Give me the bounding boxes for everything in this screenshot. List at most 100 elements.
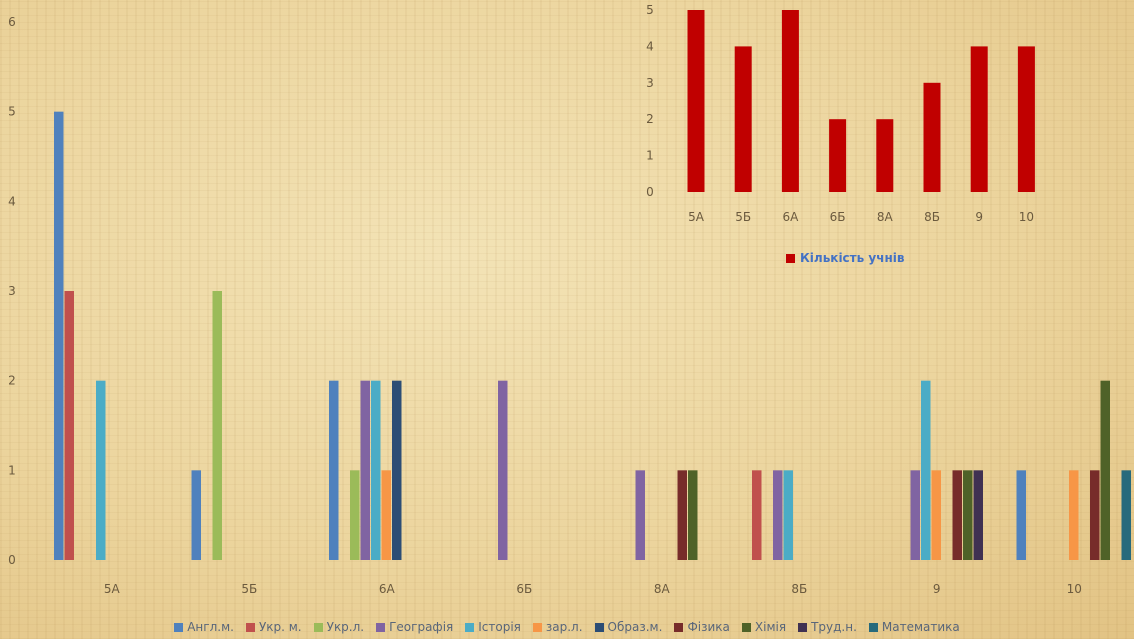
legend-item: Математика	[868, 620, 960, 634]
legend-item: Історія	[465, 620, 521, 634]
inset-chart-legend: Кількість учнів	[786, 251, 904, 265]
main-bar	[931, 470, 941, 560]
legend-label: Образ.м.	[607, 620, 663, 634]
main-bar	[392, 380, 402, 560]
main-category-label: 6Б	[516, 582, 532, 596]
legend-swatch	[674, 622, 684, 632]
legend-label: Укр. м.	[258, 620, 302, 634]
inset-y-tick-label: 4	[646, 39, 654, 53]
main-category-label: 8А	[654, 582, 671, 596]
main-category-label: 5Б	[241, 582, 257, 596]
legend-swatch	[741, 622, 751, 632]
main-category-label: 8Б	[791, 582, 807, 596]
inset-y-tick-label: 2	[646, 112, 654, 126]
main-category-label: 6А	[379, 582, 396, 596]
inset-category-label: 6Б	[830, 210, 846, 224]
legend-item: Укр. м.	[245, 620, 302, 634]
inset-bar	[781, 10, 799, 192]
main-bar	[498, 380, 508, 560]
legend-label: Математика	[881, 620, 960, 634]
inset-bar	[734, 46, 752, 193]
main-category-label: 9	[933, 582, 941, 596]
legend-label: Фізика	[687, 620, 730, 634]
inset-category-label: 5Б	[735, 210, 751, 224]
main-y-tick-label: 2	[8, 374, 16, 388]
legend-item: Хімія	[741, 620, 786, 634]
legend-label: Англ.м.	[187, 620, 234, 634]
legend-item: Труд.н.	[798, 620, 857, 634]
legend-swatch	[245, 622, 255, 632]
main-bar	[360, 380, 370, 560]
inset-category-label: 8А	[877, 210, 894, 224]
main-bar	[952, 470, 962, 560]
legend-item: зар.л.	[532, 620, 583, 634]
main-bar	[350, 470, 360, 560]
main-bar	[1090, 470, 1100, 560]
inset-bar	[970, 46, 988, 193]
main-bar	[212, 291, 222, 560]
main-bar	[688, 470, 698, 560]
legend-item: Укр.л.	[313, 620, 365, 634]
main-bar	[1016, 470, 1026, 560]
legend-swatch	[868, 622, 878, 632]
legend-label: зар.л.	[545, 620, 583, 634]
main-bar	[752, 470, 762, 560]
inset-y-tick-label: 1	[646, 149, 654, 163]
inset-category-label: 6А	[782, 210, 799, 224]
main-bar	[963, 470, 973, 560]
inset-bar	[923, 82, 941, 192]
legend-label: Історія	[478, 620, 521, 634]
inset-bar	[829, 119, 847, 192]
legend-swatch	[532, 622, 542, 632]
main-y-tick-label: 5	[8, 105, 16, 119]
legend-swatch	[313, 622, 323, 632]
inset-category-label: 5А	[688, 210, 705, 224]
main-chart-legend: Англ.м. Укр. м. Укр.л. Географія Історія зар.…	[0, 616, 1134, 638]
main-bar	[96, 380, 106, 560]
inset-bar	[876, 119, 894, 192]
legend-swatch-kilkist-uchniv	[786, 253, 795, 263]
main-bar	[371, 380, 381, 560]
inset-y-tick-label: 5	[646, 3, 654, 17]
inset-category-label: 10	[1019, 210, 1034, 224]
main-y-tick-label: 3	[8, 284, 16, 298]
main-bar	[64, 291, 74, 560]
main-bar	[635, 470, 645, 560]
main-bar	[54, 111, 64, 561]
main-bar	[773, 470, 783, 560]
inset-category-label: 8Б	[924, 210, 940, 224]
legend-swatch	[376, 622, 386, 632]
main-y-tick-label: 6	[8, 15, 16, 29]
main-bar	[1100, 380, 1110, 560]
main-bar	[381, 470, 391, 560]
main-bar	[677, 470, 687, 560]
main-bar	[1121, 470, 1131, 560]
inset-bar	[687, 10, 705, 192]
legend-item: Англ.м.	[174, 620, 234, 634]
legend-swatch	[594, 622, 604, 632]
inset-y-tick-label: 0	[646, 185, 654, 199]
main-category-label: 10	[1067, 582, 1082, 596]
legend-label: Географія	[389, 620, 454, 634]
main-bar	[329, 380, 339, 560]
main-bar	[1069, 470, 1079, 560]
legend-swatch	[798, 622, 808, 632]
legend-label: Укр.л.	[326, 620, 365, 634]
main-bar	[783, 470, 793, 560]
main-bar	[191, 470, 201, 560]
main-y-tick-label: 0	[8, 553, 16, 567]
inset-category-label: 9	[975, 210, 983, 224]
legend-item: Фізика	[674, 620, 730, 634]
legend-item: Географія	[376, 620, 453, 634]
main-category-label: 5А	[104, 582, 121, 596]
inset-bar	[1017, 46, 1035, 193]
legend-label-kilkist-uchniv: Кількість учнів	[800, 251, 905, 265]
main-bar	[921, 380, 931, 560]
main-bar	[910, 470, 920, 560]
main-y-tick-label: 1	[8, 463, 16, 477]
legend-swatch	[174, 622, 184, 632]
main-bar	[973, 470, 983, 560]
legend-swatch	[465, 622, 475, 632]
